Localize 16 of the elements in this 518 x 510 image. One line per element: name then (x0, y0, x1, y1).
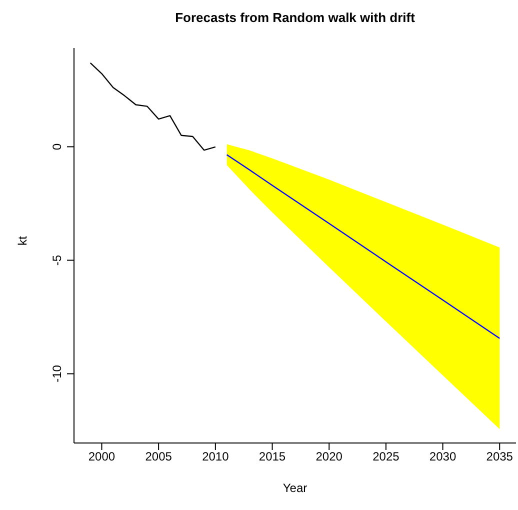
y-tick-label: 0 (50, 143, 64, 150)
x-tick-label: 2010 (202, 450, 230, 464)
y-tick-label: -5 (50, 254, 64, 266)
x-tick-label: 2020 (316, 450, 343, 464)
line-series (226, 154, 500, 339)
x-axis-title: Year (282, 481, 308, 495)
x-tick-label: 2025 (372, 450, 400, 464)
x-tick-label: 2000 (88, 450, 116, 464)
y-axis-title: kt (15, 236, 30, 246)
y-tick-label: -10 (50, 364, 64, 382)
x-tick-label: 2005 (145, 450, 172, 464)
x-tick-label: 2035 (486, 450, 514, 464)
chart-title: Forecasts from Random walk with drift (174, 10, 416, 25)
line-series (90, 62, 216, 151)
x-tick-label: 2015 (258, 450, 286, 464)
x-tick-label: 2030 (429, 450, 456, 464)
